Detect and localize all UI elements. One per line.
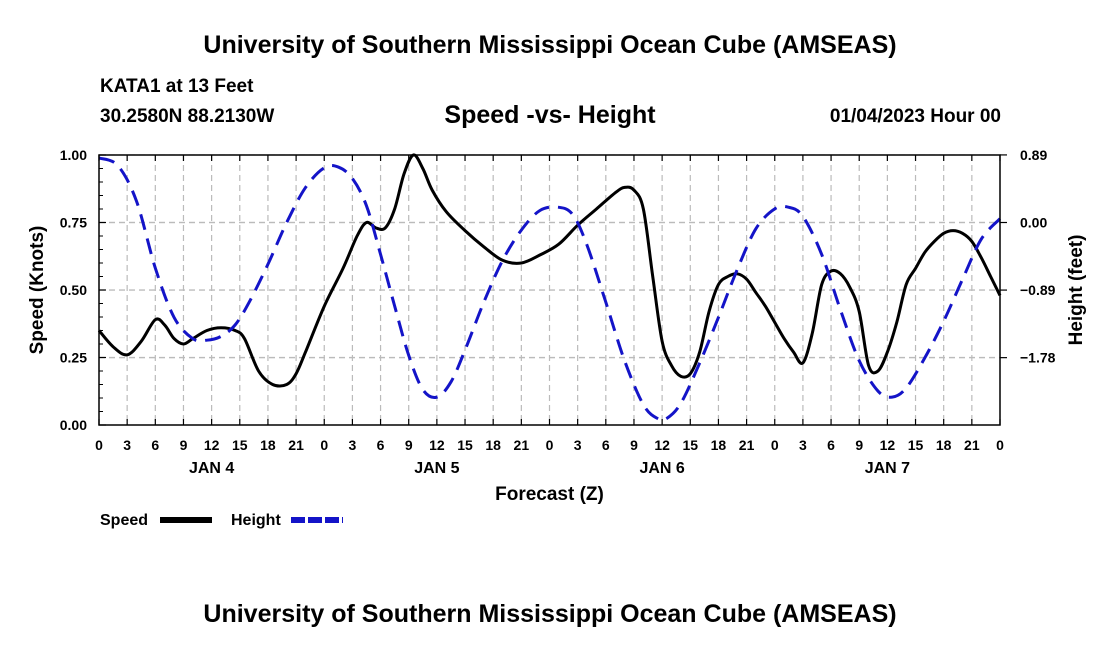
x-tick-label: 18 [485, 437, 501, 453]
series-speed-line [97, 153, 1002, 388]
x-tick-label: 15 [908, 437, 924, 453]
x-tick-label: 18 [711, 437, 727, 453]
x-tick-label: 9 [855, 437, 863, 453]
x-tick-label: 6 [827, 437, 835, 453]
grid [99, 154, 1000, 425]
chart-title: Speed -vs- Height [444, 101, 656, 129]
x-tick-label: 0 [95, 437, 103, 453]
x-tick-label: 12 [880, 437, 896, 453]
station-label: KATA1 at 13 Feet [100, 76, 254, 97]
y-tick-label: 1.00 [60, 147, 87, 163]
legend-height-label: Height [231, 512, 281, 529]
y-tick-label: 0.00 [60, 417, 87, 433]
x-tick-label: 21 [514, 437, 530, 453]
x-tick-label: 3 [123, 437, 131, 453]
x-tick-label: 15 [457, 437, 473, 453]
x-tick-label: 0 [546, 437, 554, 453]
y2-tick-label: −1.78 [1020, 350, 1056, 366]
x-day-label: JAN 7 [865, 460, 910, 477]
axis-ticks: 0 3 6 9 12 15 18 21 0 3 6 9 12 15 18 21 0 3 6 9 12 15 18 21 0 3 6 9… [60, 147, 1056, 477]
x-tick-label: 3 [349, 437, 357, 453]
y-tick-label: 0.75 [60, 215, 87, 231]
x-tick-label: 18 [936, 437, 952, 453]
y-axis-label: Speed (Knots) [27, 226, 48, 355]
footer-title: University of Southern Mississippi Ocean… [203, 600, 897, 628]
x-tick-label: 6 [377, 437, 385, 453]
y-tick-label: 0.25 [60, 350, 87, 366]
x-tick-label: 21 [964, 437, 980, 453]
y2-tick-label: −0.89 [1020, 282, 1056, 298]
x-tick-label: 15 [232, 437, 248, 453]
y2-axis-label: Height (feet) [1066, 235, 1087, 346]
legend: Speed Height [100, 512, 343, 529]
x-day-label: JAN 4 [189, 460, 234, 477]
x-tick-label: 0 [996, 437, 1004, 453]
x-tick-label: 6 [602, 437, 610, 453]
series-layer [97, 153, 1002, 422]
x-tick-label: 18 [260, 437, 276, 453]
y2-tick-label: 0.89 [1020, 147, 1047, 163]
x-tick-label: 9 [630, 437, 638, 453]
forecast-datetime: 01/04/2023 Hour 00 [829, 106, 1001, 127]
x-tick-label: 3 [799, 437, 807, 453]
station-coordinates: 30.2580N 88.2130W [100, 106, 275, 127]
main-title: University of Southern Mississippi Ocean… [203, 31, 897, 59]
x-day-label: JAN 5 [414, 460, 459, 477]
x-tick-label: 12 [654, 437, 670, 453]
x-tick-label: 0 [771, 437, 779, 453]
y2-tick-label: 0.00 [1020, 215, 1047, 231]
legend-speed-label: Speed [100, 512, 148, 529]
x-tick-label: 9 [405, 437, 413, 453]
x-tick-label: 15 [682, 437, 698, 453]
x-tick-label: 12 [204, 437, 220, 453]
x-tick-label: 21 [288, 437, 304, 453]
x-tick-label: 6 [151, 437, 159, 453]
x-axis-label: Forecast (Z) [495, 484, 604, 505]
x-tick-label: 12 [429, 437, 445, 453]
y-tick-label: 0.50 [60, 282, 87, 298]
x-tick-label: 21 [739, 437, 755, 453]
x-tick-label: 3 [574, 437, 582, 453]
x-tick-label: 0 [320, 437, 328, 453]
x-day-label: JAN 6 [639, 460, 684, 477]
x-tick-label: 9 [180, 437, 188, 453]
series-height-line [98, 156, 1002, 422]
